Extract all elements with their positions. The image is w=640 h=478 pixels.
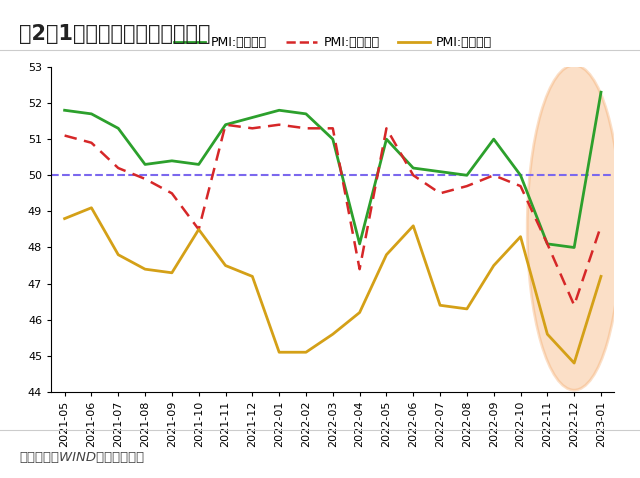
PMI:小型企业 xyxy=(463,306,471,312)
PMI:小型企业 xyxy=(141,266,149,272)
PMI:小型企业 xyxy=(597,273,605,279)
PMI:中型企业 xyxy=(168,190,176,196)
PMI:中型企业 xyxy=(597,223,605,228)
PMI:小型企业 xyxy=(61,216,68,221)
PMI:大型企业 xyxy=(597,89,605,95)
Text: 资料来源：WIND，财信研究院: 资料来源：WIND，财信研究院 xyxy=(19,451,145,464)
PMI:小型企业 xyxy=(195,227,202,232)
PMI:小型企业 xyxy=(543,331,551,337)
PMI:大型企业 xyxy=(516,173,524,178)
PMI:中型企业 xyxy=(570,303,578,308)
PMI:小型企业 xyxy=(248,273,256,279)
PMI:中型企业 xyxy=(275,122,283,128)
PMI:大型企业 xyxy=(168,158,176,163)
PMI:中型企业 xyxy=(115,165,122,171)
PMI:大型企业 xyxy=(61,108,68,113)
PMI:中型企业 xyxy=(141,176,149,182)
PMI:大型企业 xyxy=(543,241,551,247)
PMI:中型企业 xyxy=(436,190,444,196)
PMI:大型企业 xyxy=(490,136,497,142)
PMI:大型企业 xyxy=(88,111,95,117)
PMI:小型企业 xyxy=(490,263,497,269)
PMI:小型企业 xyxy=(329,331,337,337)
PMI:大型企业 xyxy=(329,136,337,142)
PMI:中型企业 xyxy=(543,241,551,247)
PMI:中型企业 xyxy=(356,266,364,272)
PMI:小型企业 xyxy=(516,234,524,239)
Text: 图2：1月大中小型企业全面回升: 图2：1月大中小型企业全面回升 xyxy=(19,24,211,44)
PMI:小型企业 xyxy=(88,205,95,211)
PMI:小型企业 xyxy=(383,252,390,258)
PMI:中型企业 xyxy=(383,125,390,131)
PMI:大型企业 xyxy=(115,125,122,131)
PMI:大型企业 xyxy=(141,162,149,167)
PMI:大型企业 xyxy=(195,162,202,167)
PMI:中型企业 xyxy=(221,122,229,128)
PMI:小型企业 xyxy=(115,252,122,258)
PMI:中型企业 xyxy=(463,183,471,189)
PMI:大型企业 xyxy=(463,173,471,178)
PMI:小型企业 xyxy=(275,349,283,355)
Legend: PMI:大型企业, PMI:中型企业, PMI:小型企业: PMI:大型企业, PMI:中型企业, PMI:小型企业 xyxy=(168,31,497,54)
PMI:小型企业 xyxy=(221,263,229,269)
Line: PMI:大型企业: PMI:大型企业 xyxy=(65,92,601,248)
PMI:大型企业 xyxy=(436,169,444,174)
PMI:小型企业 xyxy=(410,223,417,228)
PMI:中型企业 xyxy=(61,133,68,139)
PMI:大型企业 xyxy=(248,115,256,120)
PMI:大型企业 xyxy=(302,111,310,117)
PMI:大型企业 xyxy=(221,122,229,128)
PMI:中型企业 xyxy=(490,173,497,178)
PMI:中型企业 xyxy=(195,227,202,232)
Line: PMI:小型企业: PMI:小型企业 xyxy=(65,208,601,363)
PMI:小型企业 xyxy=(302,349,310,355)
PMI:大型企业 xyxy=(383,136,390,142)
PMI:小型企业 xyxy=(436,303,444,308)
PMI:中型企业 xyxy=(329,125,337,131)
Line: PMI:中型企业: PMI:中型企业 xyxy=(65,125,601,305)
PMI:中型企业 xyxy=(516,183,524,189)
PMI:中型企业 xyxy=(410,173,417,178)
PMI:小型企业 xyxy=(168,270,176,276)
PMI:大型企业 xyxy=(356,241,364,247)
PMI:大型企业 xyxy=(275,108,283,113)
PMI:小型企业 xyxy=(570,360,578,366)
PMI:中型企业 xyxy=(88,140,95,146)
PMI:中型企业 xyxy=(248,125,256,131)
PMI:中型企业 xyxy=(302,125,310,131)
PMI:大型企业 xyxy=(570,245,578,250)
Ellipse shape xyxy=(527,65,621,390)
PMI:小型企业 xyxy=(356,310,364,315)
PMI:大型企业 xyxy=(410,165,417,171)
